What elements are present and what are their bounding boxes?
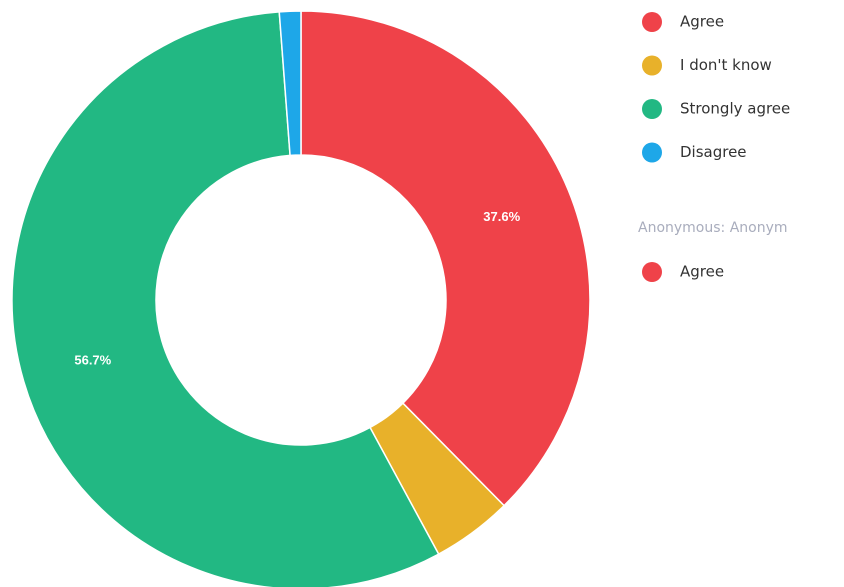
legend-label: Agree bbox=[680, 13, 724, 31]
legend-marker bbox=[642, 12, 662, 32]
legend-label: Strongly agree bbox=[680, 100, 790, 118]
legend-label: Disagree bbox=[680, 143, 747, 161]
legend-label: I don't know bbox=[680, 56, 772, 74]
slice bbox=[278, 10, 302, 157]
legend-marker bbox=[642, 262, 662, 282]
legend-marker bbox=[642, 142, 662, 163]
slice bbox=[11, 11, 440, 587]
value-label: 37.6% bbox=[483, 209, 520, 224]
legend-marker bbox=[642, 99, 662, 119]
legend-label: Agree bbox=[680, 263, 724, 281]
slice bbox=[300, 10, 591, 507]
legend-marker bbox=[642, 55, 662, 76]
value-label: 56.7% bbox=[74, 353, 111, 368]
legend-group-title: Anonymous: Anonym bbox=[638, 220, 788, 236]
